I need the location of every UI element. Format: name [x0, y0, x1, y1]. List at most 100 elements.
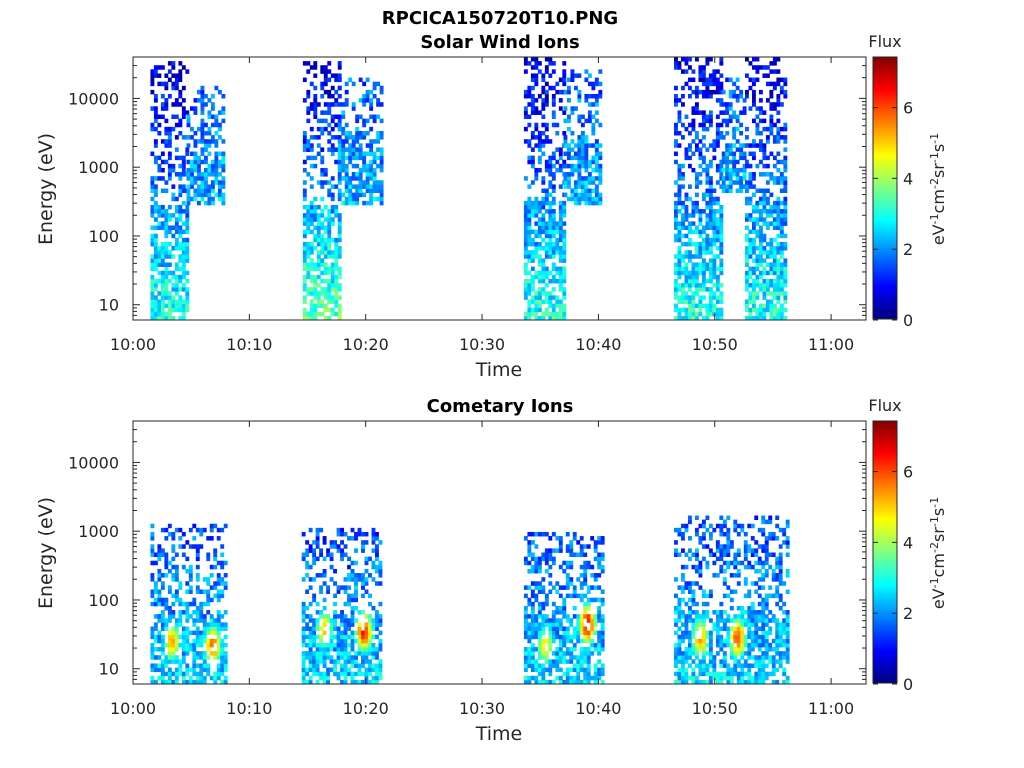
- heatmap-cell: [548, 581, 553, 586]
- heatmap-cell: [379, 159, 384, 165]
- heatmap-cell: [167, 568, 172, 574]
- heatmap-cell: [674, 180, 678, 185]
- heatmap-cell: [378, 618, 383, 623]
- heatmap-cell: [569, 647, 574, 652]
- heatmap-cell: [185, 618, 190, 623]
- heatmap-cell: [694, 642, 699, 648]
- heatmap-cell: [323, 287, 328, 292]
- heatmap-cell: [728, 118, 733, 124]
- heatmap-cell: [344, 122, 349, 128]
- heatmap-cell: [337, 246, 342, 251]
- heatmap-cell: [221, 167, 226, 173]
- heatmap-cell: [306, 270, 311, 276]
- heatmap-cell: [312, 577, 317, 582]
- heatmap-cell: [691, 679, 696, 684]
- heatmap-cell: [306, 69, 311, 74]
- heatmap-cell: [312, 626, 317, 631]
- heatmap-cell: [174, 172, 179, 177]
- heatmap-cell: [368, 642, 372, 648]
- heatmap-cell: [527, 122, 532, 128]
- heatmap-cell: [327, 192, 332, 198]
- heatmap-cell: [316, 213, 321, 218]
- heatmap-cell: [701, 651, 706, 656]
- heatmap-cell: [150, 536, 155, 541]
- heatmap-cell: [302, 180, 307, 185]
- heatmap-cell: [586, 671, 591, 677]
- heatmap-cell: [210, 163, 215, 169]
- heatmap-cell: [600, 540, 605, 545]
- heatmap-cell: [548, 278, 553, 284]
- heatmap-cell: [376, 135, 381, 140]
- heatmap-cell: [181, 564, 186, 570]
- heatmap-cell: [586, 638, 591, 644]
- heatmap-cell: [171, 655, 176, 660]
- heatmap-cell: [778, 552, 783, 558]
- heatmap-cell: [153, 65, 158, 70]
- heatmap-cell: [751, 89, 756, 95]
- heatmap-cell: [327, 241, 332, 247]
- heatmap-cell: [705, 233, 710, 239]
- heatmap-cell: [178, 287, 183, 292]
- heatmap-cell: [728, 143, 733, 148]
- heatmap-cell: [698, 560, 703, 566]
- heatmap-cell: [188, 601, 193, 607]
- heatmap-cell: [523, 93, 528, 99]
- heatmap-cell: [347, 597, 351, 603]
- heatmap-cell: [174, 675, 179, 681]
- heatmap-cell: [534, 295, 539, 300]
- heatmap-cell: [354, 589, 358, 594]
- heatmap-cell: [527, 568, 532, 574]
- heatmap-cell: [584, 135, 589, 140]
- heatmap-cell: [593, 679, 598, 684]
- heatmap-cell: [537, 69, 542, 74]
- heatmap-cell: [725, 188, 730, 194]
- heatmap-cell: [701, 73, 706, 78]
- heatmap-cell: [320, 65, 325, 70]
- y-tick-label: 100: [88, 227, 119, 246]
- heatmap-cell: [206, 630, 211, 636]
- heatmap-cell: [597, 651, 602, 656]
- heatmap-cell: [322, 581, 327, 586]
- heatmap-cell: [207, 184, 212, 189]
- heatmap-cell: [736, 626, 741, 631]
- heatmap-cell: [541, 225, 546, 230]
- heatmap-cell: [708, 638, 713, 644]
- heatmap-cell: [544, 57, 549, 62]
- heatmap-cell: [312, 622, 317, 627]
- heatmap-cell: [368, 667, 372, 673]
- heatmap-cell: [580, 147, 585, 152]
- heatmap-cell: [691, 266, 696, 272]
- heatmap-cell: [316, 135, 321, 140]
- heatmap-cell: [316, 295, 321, 300]
- heatmap-cell: [308, 577, 313, 582]
- heatmap-cell: [178, 585, 183, 590]
- heatmap-cell: [200, 122, 205, 128]
- heatmap-cell: [362, 122, 367, 128]
- heatmap-cell: [544, 135, 549, 140]
- heatmap-cell: [579, 585, 584, 590]
- heatmap-cell: [210, 184, 215, 189]
- heatmap-cell: [541, 679, 546, 684]
- heatmap-cell: [597, 675, 602, 681]
- heatmap-cell: [364, 651, 369, 656]
- heatmap-cell: [590, 622, 595, 627]
- heatmap-cell: [203, 130, 208, 136]
- heatmap-cell: [534, 143, 539, 148]
- heatmap-cell: [743, 622, 748, 627]
- heatmap-cell: [207, 110, 212, 115]
- heatmap-cell: [200, 176, 205, 181]
- heatmap-cell: [684, 667, 689, 673]
- heatmap-cell: [587, 102, 592, 107]
- heatmap-cell: [747, 667, 752, 673]
- heatmap-cell: [555, 221, 560, 226]
- heatmap-cell: [698, 270, 703, 276]
- heatmap-cell: [213, 655, 218, 660]
- heatmap-cell: [348, 77, 353, 83]
- heatmap-cell: [740, 626, 745, 631]
- heatmap-cell: [361, 634, 365, 640]
- heatmap-cell: [523, 278, 528, 284]
- heatmap-cell: [563, 163, 568, 169]
- heatmap-cell: [164, 622, 169, 627]
- heatmap-cell: [748, 299, 753, 304]
- heatmap-cell: [755, 217, 760, 222]
